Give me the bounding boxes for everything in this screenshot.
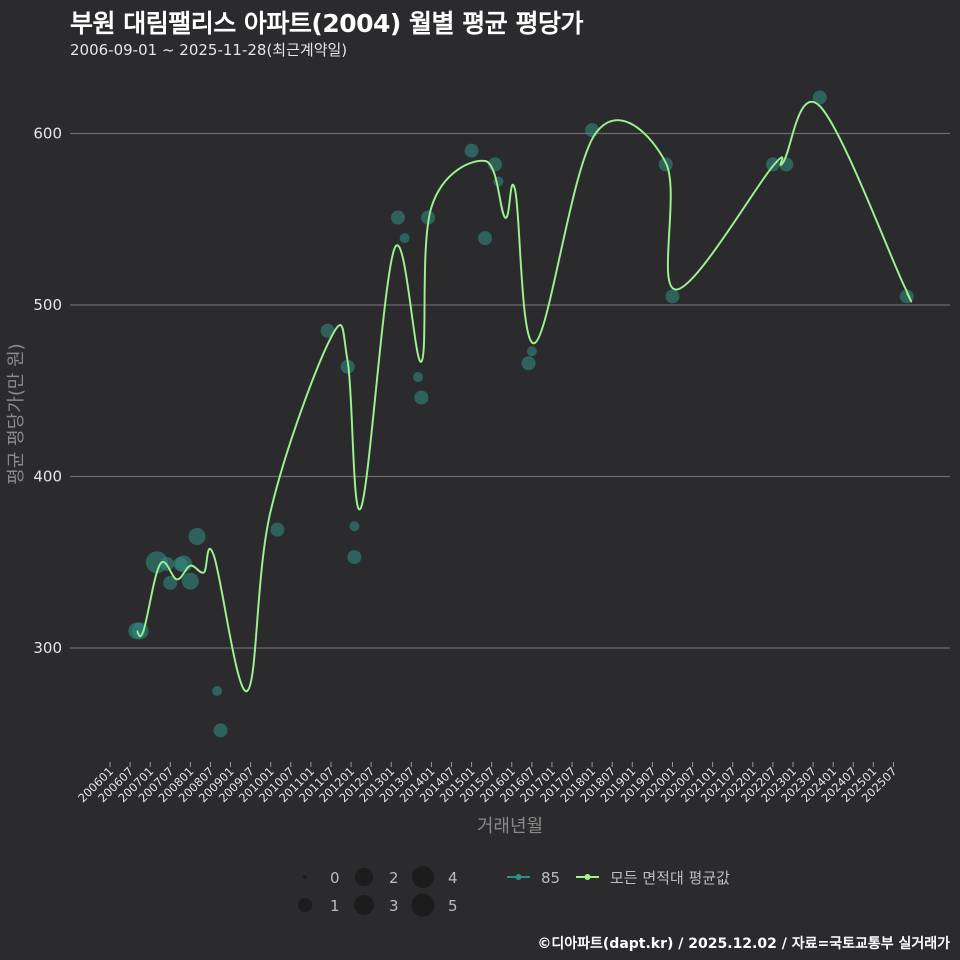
y-tick-label: 300: [33, 639, 62, 657]
data-bubble: [390, 210, 405, 225]
legend-size-swatch: [303, 875, 307, 879]
data-bubble: [188, 528, 206, 546]
x-axis: 2006012006072007012007072008012008072009…: [75, 762, 900, 805]
data-bubble: [477, 231, 492, 246]
y-axis: 300 400 500 600: [33, 125, 62, 658]
footer-credit: ©디아파트(dapt.kr) / 2025.12.02 / 자료=국토교통부 실…: [537, 936, 950, 952]
y-tick-label: 600: [33, 125, 62, 143]
legend-series-label: 85: [541, 869, 560, 887]
data-bubble: [464, 143, 479, 158]
series-average-line: [135, 101, 913, 692]
legend-point-swatch: [515, 874, 522, 880]
gridlines: [70, 132, 950, 649]
data-bubble: [526, 346, 537, 357]
data-bubble: [665, 289, 680, 304]
data-bubble: [320, 323, 335, 338]
data-bubble: [163, 575, 178, 590]
legend: 0 1 2 3 4 5 85 모든 면적대 평균값: [298, 866, 730, 917]
legend-size-label: 1: [330, 897, 340, 915]
data-bubble: [521, 356, 536, 371]
legend-size-swatch: [412, 866, 434, 888]
legend-size-label: 2: [389, 869, 399, 887]
data-bubble: [349, 521, 360, 532]
data-bubble: [347, 550, 362, 565]
chart-subtitle: 2006-09-01 ~ 2025-11-28(최근계약일): [70, 41, 348, 59]
data-bubble: [212, 685, 223, 696]
legend-series-label: 모든 면적대 평균값: [610, 869, 730, 887]
y-axis-title: 평균 평당가(만 원): [6, 343, 27, 484]
data-bubble: [414, 390, 429, 405]
data-bubble: [812, 90, 827, 105]
y-tick-label: 400: [33, 468, 62, 486]
chart-title: 부원 대림팰리스 아파트(2004) 월별 평균 평당가: [70, 9, 583, 38]
legend-point-swatch: [584, 874, 591, 880]
legend-size-label: 4: [448, 869, 458, 887]
legend-size-label: 0: [330, 869, 340, 887]
series-85-bubbles: [128, 90, 914, 738]
data-bubble: [399, 233, 410, 244]
y-tick-label: 500: [33, 296, 62, 314]
legend-size-label: 3: [389, 897, 399, 915]
legend-size-swatch: [411, 893, 435, 917]
legend-size-label: 5: [448, 897, 458, 915]
data-bubble: [175, 555, 193, 573]
data-bubble: [181, 572, 199, 590]
legend-size-swatch: [355, 868, 373, 886]
legend-size-swatch: [298, 898, 312, 912]
x-axis-title: 거래년월: [477, 816, 543, 837]
data-bubble: [270, 522, 285, 537]
data-bubble: [213, 723, 228, 738]
data-bubble: [413, 372, 424, 383]
series-85-line: [135, 101, 913, 692]
legend-size-swatch: [354, 895, 374, 915]
